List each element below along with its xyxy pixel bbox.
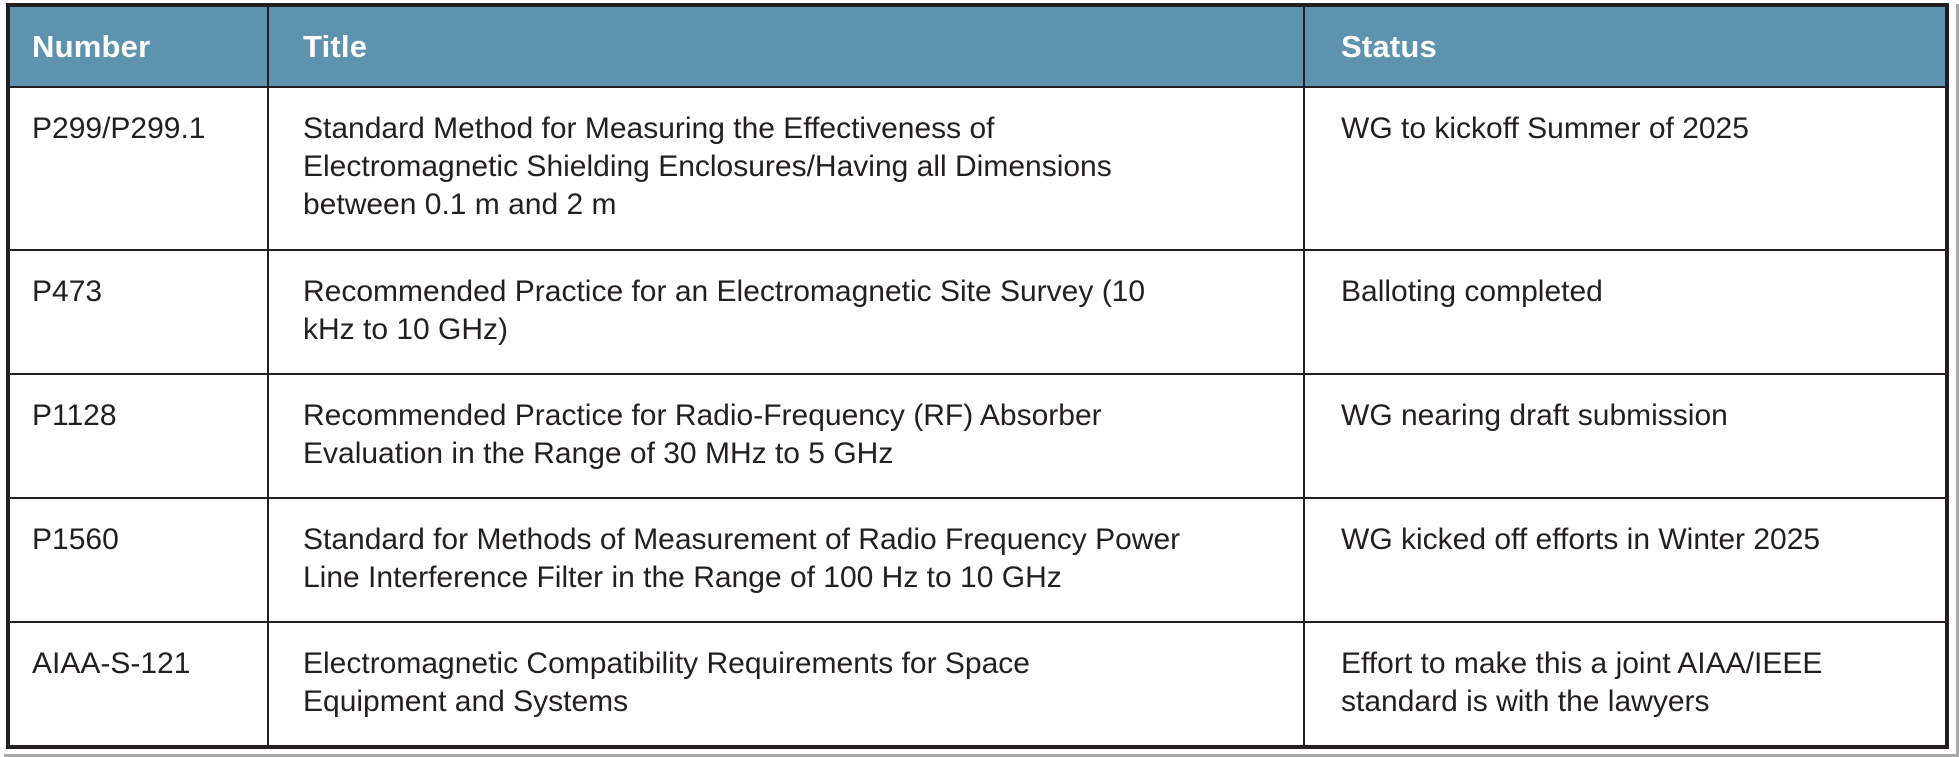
title-cell: Electromagnetic Compatibility Requiremen…	[267, 621, 1305, 748]
number-cell: AIAA-S-121	[7, 621, 269, 748]
number-cell: P1560	[7, 497, 269, 623]
title-cell: Standard Method for Measuring the Effect…	[267, 85, 1305, 252]
table-row: P1560 Standard for Methods of Measuremen…	[7, 497, 1948, 623]
status-cell: WG to kickoff Summer of 2025	[1303, 85, 1948, 252]
page-edge-line	[4, 754, 1959, 757]
column-header-status: Status	[1303, 4, 1948, 88]
number-cell: P1128	[7, 373, 269, 500]
status-cell: WG kicked off efforts in Winter 2025	[1303, 497, 1948, 623]
status-cell: Balloting completed	[1303, 249, 1948, 376]
title-cell: Recommended Practice for Radio-Frequency…	[267, 373, 1305, 500]
number-cell: P473	[7, 249, 269, 376]
table-row: AIAA-S-121 Electromagnetic Compatibility…	[7, 621, 1948, 748]
column-header-title: Title	[267, 4, 1305, 88]
title-cell: Standard for Methods of Measurement of R…	[267, 497, 1305, 623]
status-cell: Effort to make this a joint AIAA/IEEE st…	[1303, 621, 1948, 748]
page-edge-line	[1956, 4, 1959, 757]
table-row: P299/P299.1 Standard Method for Measurin…	[7, 85, 1948, 252]
standards-table-container: Number Title Status P299/P299.1 Standard…	[6, 3, 1949, 749]
number-cell: P299/P299.1	[7, 85, 269, 252]
standards-status-table: Number Title Status P299/P299.1 Standard…	[6, 3, 1949, 749]
header-row: Number Title Status	[7, 4, 1948, 88]
table-row: P473 Recommended Practice for an Electro…	[7, 249, 1948, 376]
column-header-number: Number	[7, 4, 269, 88]
table-row: P1128 Recommended Practice for Radio-Fre…	[7, 373, 1948, 500]
status-cell: WG nearing draft submission	[1303, 373, 1948, 500]
title-cell: Recommended Practice for an Electromagne…	[267, 249, 1305, 376]
